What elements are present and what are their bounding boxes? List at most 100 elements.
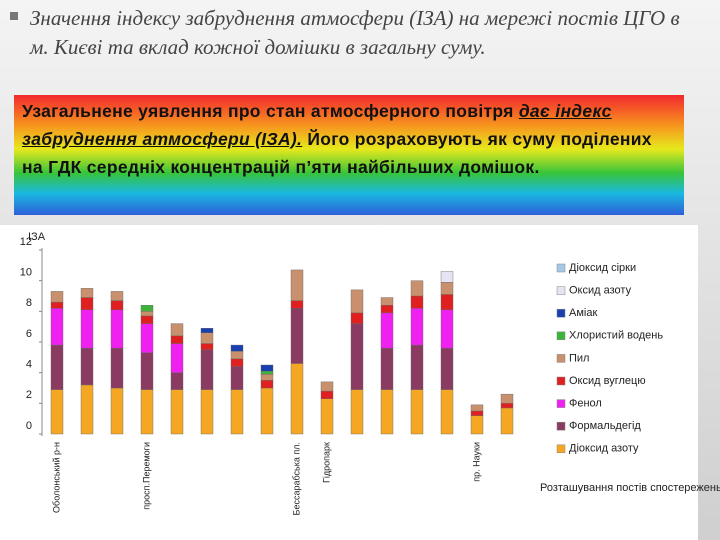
bar-segment <box>410 295 424 309</box>
bar-segment <box>290 308 304 364</box>
bar-segment <box>470 415 484 435</box>
bar-segment <box>350 389 364 435</box>
legend-label: Діоксид азоту <box>569 443 639 455</box>
bar-segment <box>140 352 154 390</box>
bar-segment <box>260 380 274 389</box>
legend-label: Формальдегід <box>569 420 641 432</box>
legend-swatch <box>556 308 566 318</box>
bar-segment <box>260 370 274 375</box>
callout-text: Його розраховують як суму поділених на Г… <box>22 129 652 177</box>
bar-segment <box>110 309 124 349</box>
bar-segment <box>200 389 214 435</box>
x-axis-label: Розташування постів спостережень <box>540 482 720 494</box>
bar-segment <box>260 364 274 372</box>
x-tick-label: пр. Науки <box>471 442 481 482</box>
x-tick-label: Бессарабська пл. <box>291 442 301 515</box>
legend-swatch <box>556 263 566 273</box>
bar-segment <box>440 282 454 295</box>
bar-segment <box>110 291 124 301</box>
bar-segment <box>110 347 124 389</box>
legend-swatch <box>556 376 566 386</box>
x-tick-label: Оболонський р-н <box>51 442 61 513</box>
legend-swatch <box>556 354 566 363</box>
legend-swatch <box>556 399 566 408</box>
bar-segment <box>380 389 394 435</box>
bar-segment <box>140 315 154 324</box>
bar-segment <box>230 358 244 367</box>
bar-segment <box>440 309 454 349</box>
bar-segment <box>140 323 154 353</box>
x-tick-label: Гідропарк <box>321 442 331 483</box>
bar-segment <box>170 323 184 337</box>
legend-swatch <box>556 331 566 341</box>
y-tick-label: 8 <box>26 297 32 309</box>
bar-segment <box>500 393 514 404</box>
y-tick-label: 12 <box>20 236 32 248</box>
bar-segment <box>380 305 394 314</box>
bar-segment <box>470 410 484 416</box>
bar-segment <box>80 384 94 435</box>
bar-segment <box>320 390 334 399</box>
bar-segment <box>50 308 64 346</box>
bar-segment <box>260 387 274 435</box>
bar-segment <box>170 335 184 344</box>
bar-segment <box>170 372 184 390</box>
callout-emphasis: дає індекс забруднення атмосфери (ІЗА). <box>22 101 612 149</box>
bar-segment <box>380 312 394 349</box>
bar-segment <box>200 332 214 344</box>
legend-label: Оксид азоту <box>569 285 632 297</box>
legend-label: Пил <box>569 352 589 364</box>
bar-segment <box>410 389 424 435</box>
bar-segment <box>350 323 364 390</box>
bar-segment <box>320 381 334 392</box>
bar-segment <box>380 297 394 306</box>
bar-segment <box>500 403 514 409</box>
legend-label: Оксид вуглецю <box>569 375 646 387</box>
bar-segment <box>260 374 274 381</box>
bar-segment <box>440 389 454 435</box>
slide-title: Значення індексу забруднення атмосфери (… <box>30 6 680 59</box>
legend-swatch <box>556 444 566 454</box>
bar-segment <box>410 344 424 390</box>
bar-segment <box>230 366 244 390</box>
bar-segment <box>140 311 154 317</box>
bar-segment <box>140 305 154 312</box>
bar-segment <box>380 347 394 390</box>
y-tick-label: 10 <box>20 267 32 279</box>
bar-segment <box>230 344 244 352</box>
bar-segment <box>350 289 364 314</box>
bar-segment <box>290 269 304 301</box>
y-tick-label: 0 <box>26 420 32 432</box>
y-tick-label: 2 <box>26 389 32 401</box>
y-tick-label: 4 <box>26 359 32 371</box>
bar-segment <box>500 407 514 435</box>
bar-segment <box>170 343 184 373</box>
x-tick-label: просп.Перемоги <box>141 442 151 510</box>
bar-segment <box>440 271 454 283</box>
bar-segment <box>170 389 184 435</box>
bar-segment <box>230 351 244 360</box>
legend-swatch <box>556 286 566 295</box>
bar-segment <box>440 347 454 390</box>
y-axis-label: ІЗА <box>28 231 46 243</box>
bullet <box>10 12 18 20</box>
legend-label: Хлористий водень <box>569 330 663 342</box>
bar-segment <box>50 344 64 390</box>
bar-segment <box>230 389 244 435</box>
bar-segment <box>110 387 124 435</box>
callout-text: Узагальнене уявлення про стан атмосферно… <box>22 101 519 121</box>
y-tick-label: 6 <box>26 328 32 340</box>
bar-segment <box>290 363 304 435</box>
bar-segment <box>80 309 94 349</box>
bar-segment <box>410 280 424 297</box>
bar-segment <box>80 288 94 298</box>
legend-swatch <box>556 421 566 431</box>
bar-segment <box>200 328 214 334</box>
bar-segment <box>410 308 424 346</box>
bar-segment <box>290 300 304 309</box>
bar-segment <box>50 301 64 309</box>
callout: Узагальнене уявлення про стан атмосферно… <box>14 95 684 215</box>
legend-label: Фенол <box>569 398 602 410</box>
